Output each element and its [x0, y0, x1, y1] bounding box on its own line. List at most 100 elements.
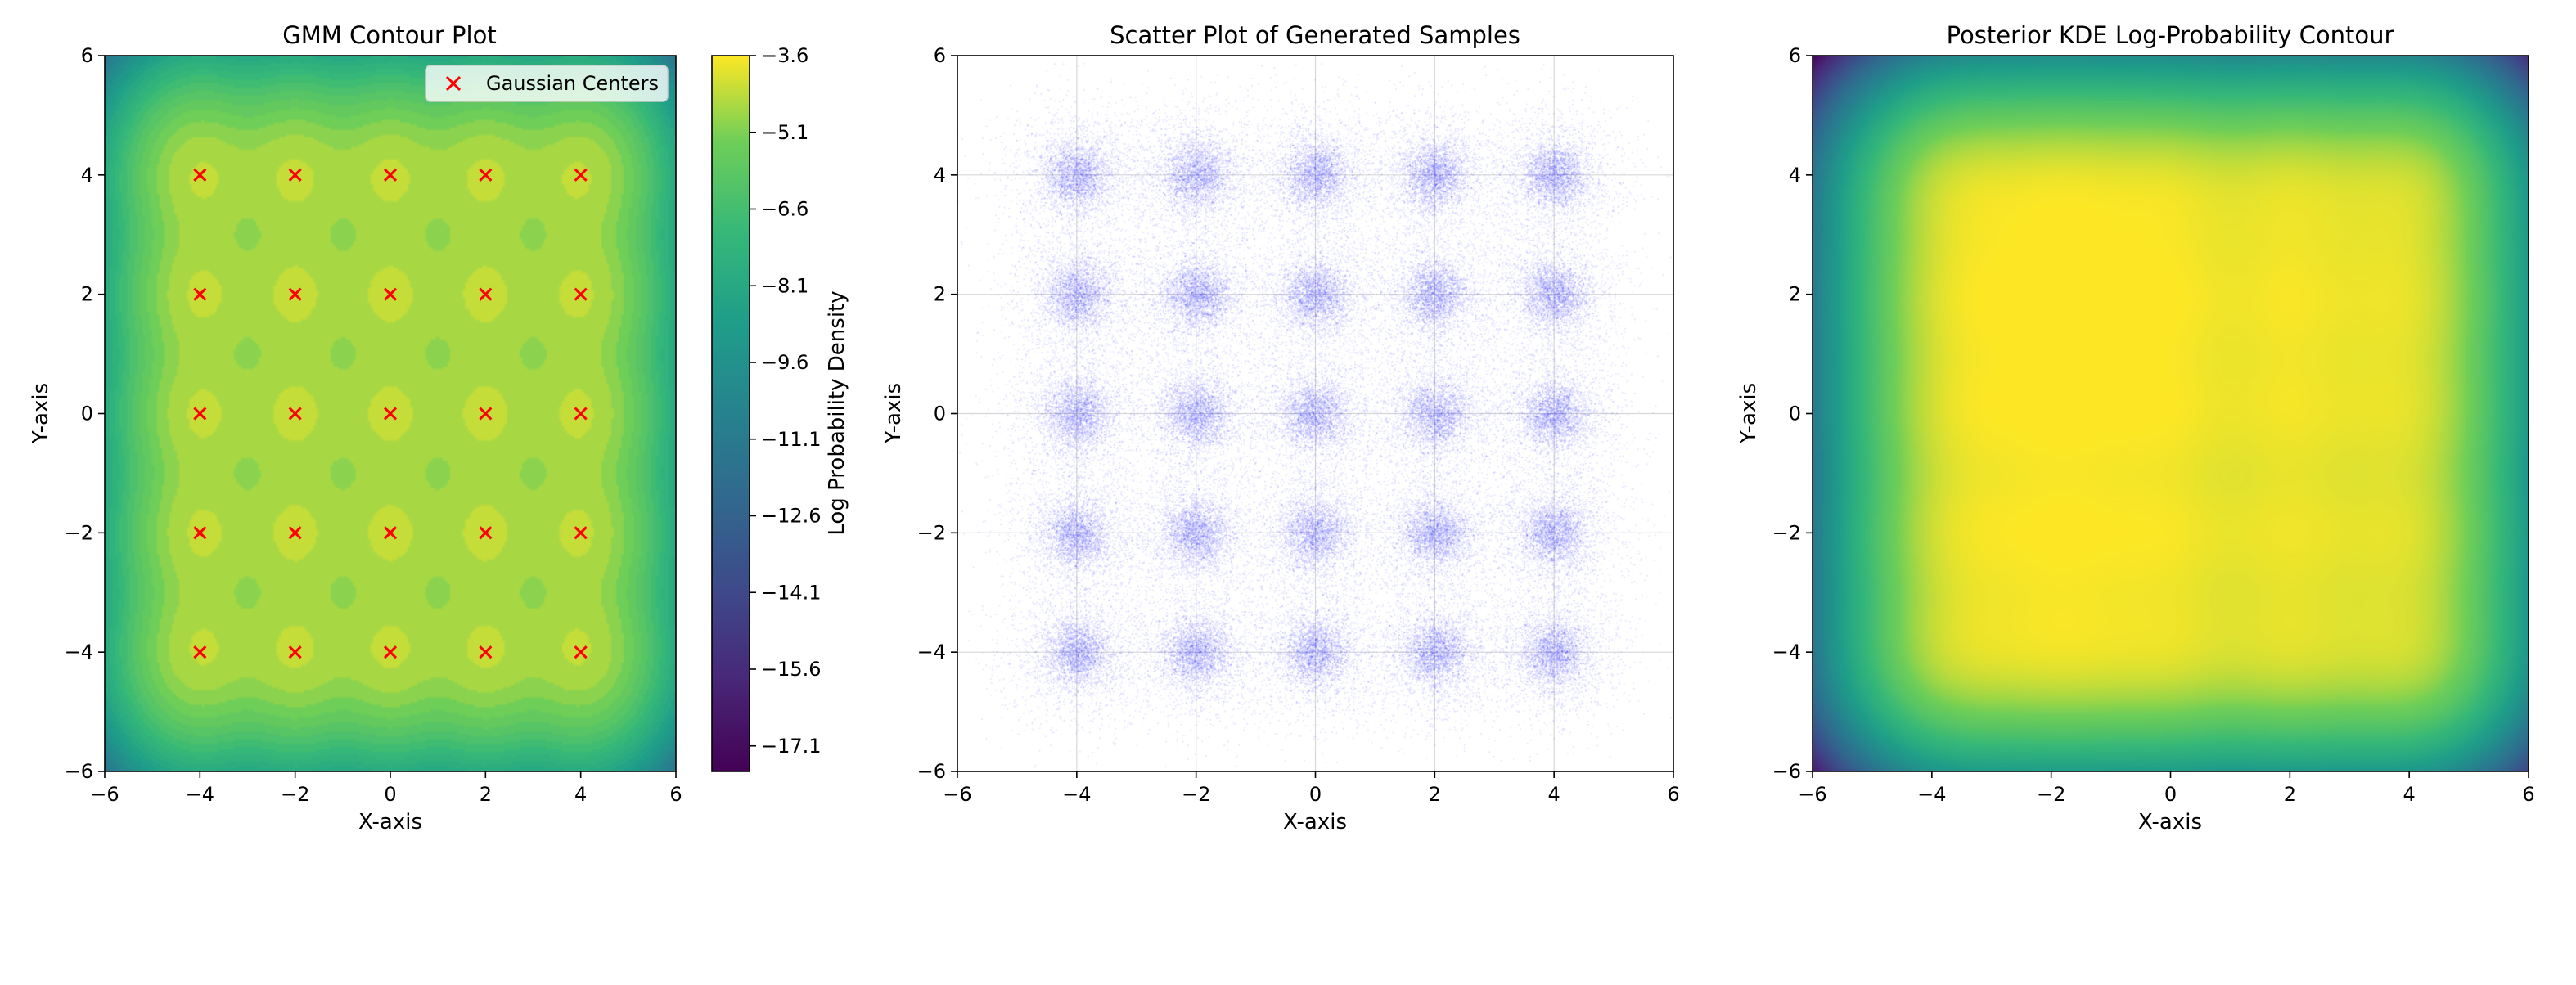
scatter-x-ticks: −6 −4 −2 0 2 4 6	[943, 771, 1680, 806]
gaussian-center-marker	[479, 645, 493, 659]
y-tick: 0	[1789, 403, 1813, 425]
y-tick-label: −2	[917, 521, 946, 544]
x-tick-label: 6	[1667, 783, 1679, 806]
gaussian-center-marker	[479, 526, 493, 540]
y-tick: 4	[934, 164, 957, 187]
scatter-y-ticks: −6 −4 −2 0 2 4 6	[917, 44, 957, 783]
x-tick-label: 4	[1548, 783, 1560, 806]
y-tick-label: −4	[65, 641, 93, 663]
x-tick-label: −6	[943, 783, 971, 806]
x-tick: −4	[1062, 771, 1092, 806]
gaussian-center-marker	[193, 645, 207, 659]
x-tick: −4	[186, 771, 214, 806]
y-tick: −2	[65, 521, 105, 544]
colorbar-tick: −12.6	[750, 505, 822, 528]
x-tick-label: −2	[281, 783, 309, 806]
kde-x-axis-label: X-axis	[2138, 810, 2202, 834]
y-tick-label: 0	[1789, 403, 1801, 425]
colorbar-tick-label: −15.6	[761, 658, 822, 681]
gmm-x-ticks: −6 −4 −2 0 2 4 6	[90, 771, 682, 806]
x-tick-label: 0	[1309, 783, 1322, 806]
y-tick-label: 6	[81, 44, 93, 67]
kde-density-heatmap	[1813, 56, 2529, 771]
gaussian-center-marker	[383, 645, 398, 659]
y-tick-label: −2	[1772, 521, 1801, 544]
y-tick-label: 2	[81, 283, 93, 306]
legend-marker-cross	[445, 75, 462, 92]
gmm-y-axis-label: Y-axis	[29, 383, 53, 444]
gmm-legend: Gaussian Centers	[425, 65, 669, 102]
gaussian-center-marker	[479, 168, 493, 182]
x-tick: 4	[574, 771, 587, 806]
gmm-chart-title: GMM Contour Plot	[282, 21, 496, 49]
x-tick: 6	[2522, 771, 2535, 806]
y-tick: −6	[1772, 760, 1813, 783]
scatter-chart-title: Scatter Plot of Generated Samples	[1110, 21, 1520, 49]
x-tick-label: 2	[1429, 783, 1441, 806]
gaussian-center-marker	[383, 407, 398, 421]
y-tick: −4	[917, 641, 957, 663]
legend-box	[425, 65, 669, 102]
gaussian-center-marker	[479, 287, 493, 301]
y-tick-label: −2	[65, 521, 93, 544]
gaussian-center-marker	[574, 407, 588, 421]
kde-y-ticks: −6 −4 −2 0 2 4 6	[1772, 44, 1813, 783]
colorbar-label: Log Probability Density	[825, 290, 849, 535]
colorbar-frame	[711, 55, 750, 772]
x-tick-label: 6	[669, 783, 682, 806]
x-tick: 4	[2403, 771, 2416, 806]
y-tick-label: 4	[81, 164, 93, 187]
colorbar-tick: −14.1	[750, 581, 822, 604]
gaussian-center-marker	[574, 645, 588, 659]
gaussian-center-marker	[574, 526, 588, 540]
x-tick-label: 4	[2403, 783, 2416, 806]
gaussian-center-marker	[288, 407, 302, 421]
colorbar-tick-label: −17.1	[761, 735, 822, 758]
x-tick-label: −6	[90, 783, 119, 806]
x-tick-label: 4	[574, 783, 587, 806]
x-tick: −6	[943, 771, 972, 806]
x-tick: −4	[1917, 771, 1947, 806]
x-tick: 0	[2164, 771, 2177, 806]
colorbar-tick: −15.6	[750, 658, 822, 681]
colorbar-tick: −6.6	[750, 198, 808, 221]
y-tick-label: 2	[934, 283, 946, 306]
colorbar-gradient	[712, 56, 750, 771]
y-tick-label: 4	[934, 164, 946, 187]
y-tick: 0	[934, 403, 957, 425]
panel-scatter: Scatter Plot of Generated Samples −6 −4 −2…	[881, 21, 1680, 834]
x-tick: 2	[480, 771, 492, 806]
y-tick: −4	[65, 641, 105, 663]
gaussian-centers-layer	[193, 168, 588, 659]
colorbar-tick-label: −9.6	[761, 351, 808, 374]
kde-x-ticks: −6 −4 −2 0 2 4 6	[1798, 771, 2535, 806]
colorbar-tick: −3.6	[750, 44, 808, 67]
y-tick: −6	[917, 760, 957, 783]
y-tick-label: 6	[934, 44, 946, 67]
x-tick-label: 2	[2284, 783, 2296, 806]
y-tick-label: 4	[1789, 164, 1801, 187]
kde-chart-title: Posterior KDE Log-Probability Contour	[1947, 21, 2394, 49]
x-tick-label: −4	[1917, 783, 1946, 806]
gmm-x-axis-label: X-axis	[358, 810, 422, 834]
x-tick: 0	[1309, 771, 1322, 806]
gaussian-center-marker	[193, 168, 207, 182]
y-tick-label: 2	[1789, 283, 1801, 306]
colorbar-tick: −17.1	[750, 735, 822, 758]
panel-gmm-contour: GMM Contour Plot −6 −4 −2 0 2 4 6 −6 −4 −2 0 2 4 6 X…	[29, 21, 849, 834]
x-tick: 2	[2284, 771, 2296, 806]
y-tick: 2	[81, 283, 105, 306]
y-tick-label: −6	[917, 760, 946, 783]
gaussian-center-marker	[383, 168, 398, 182]
gaussian-center-marker	[193, 287, 207, 301]
colorbar-tick-label: −12.6	[761, 505, 822, 528]
x-tick-label: −6	[1798, 783, 1826, 806]
gaussian-center-marker	[383, 526, 398, 540]
panel-posterior-kde: Posterior KDE Log-Probability Contour −6…	[1736, 21, 2535, 834]
y-tick: 6	[934, 44, 957, 67]
y-tick: 2	[1789, 283, 1813, 306]
y-tick: 2	[934, 283, 957, 306]
x-tick: 4	[1548, 771, 1560, 806]
gaussian-center-marker	[574, 168, 588, 182]
